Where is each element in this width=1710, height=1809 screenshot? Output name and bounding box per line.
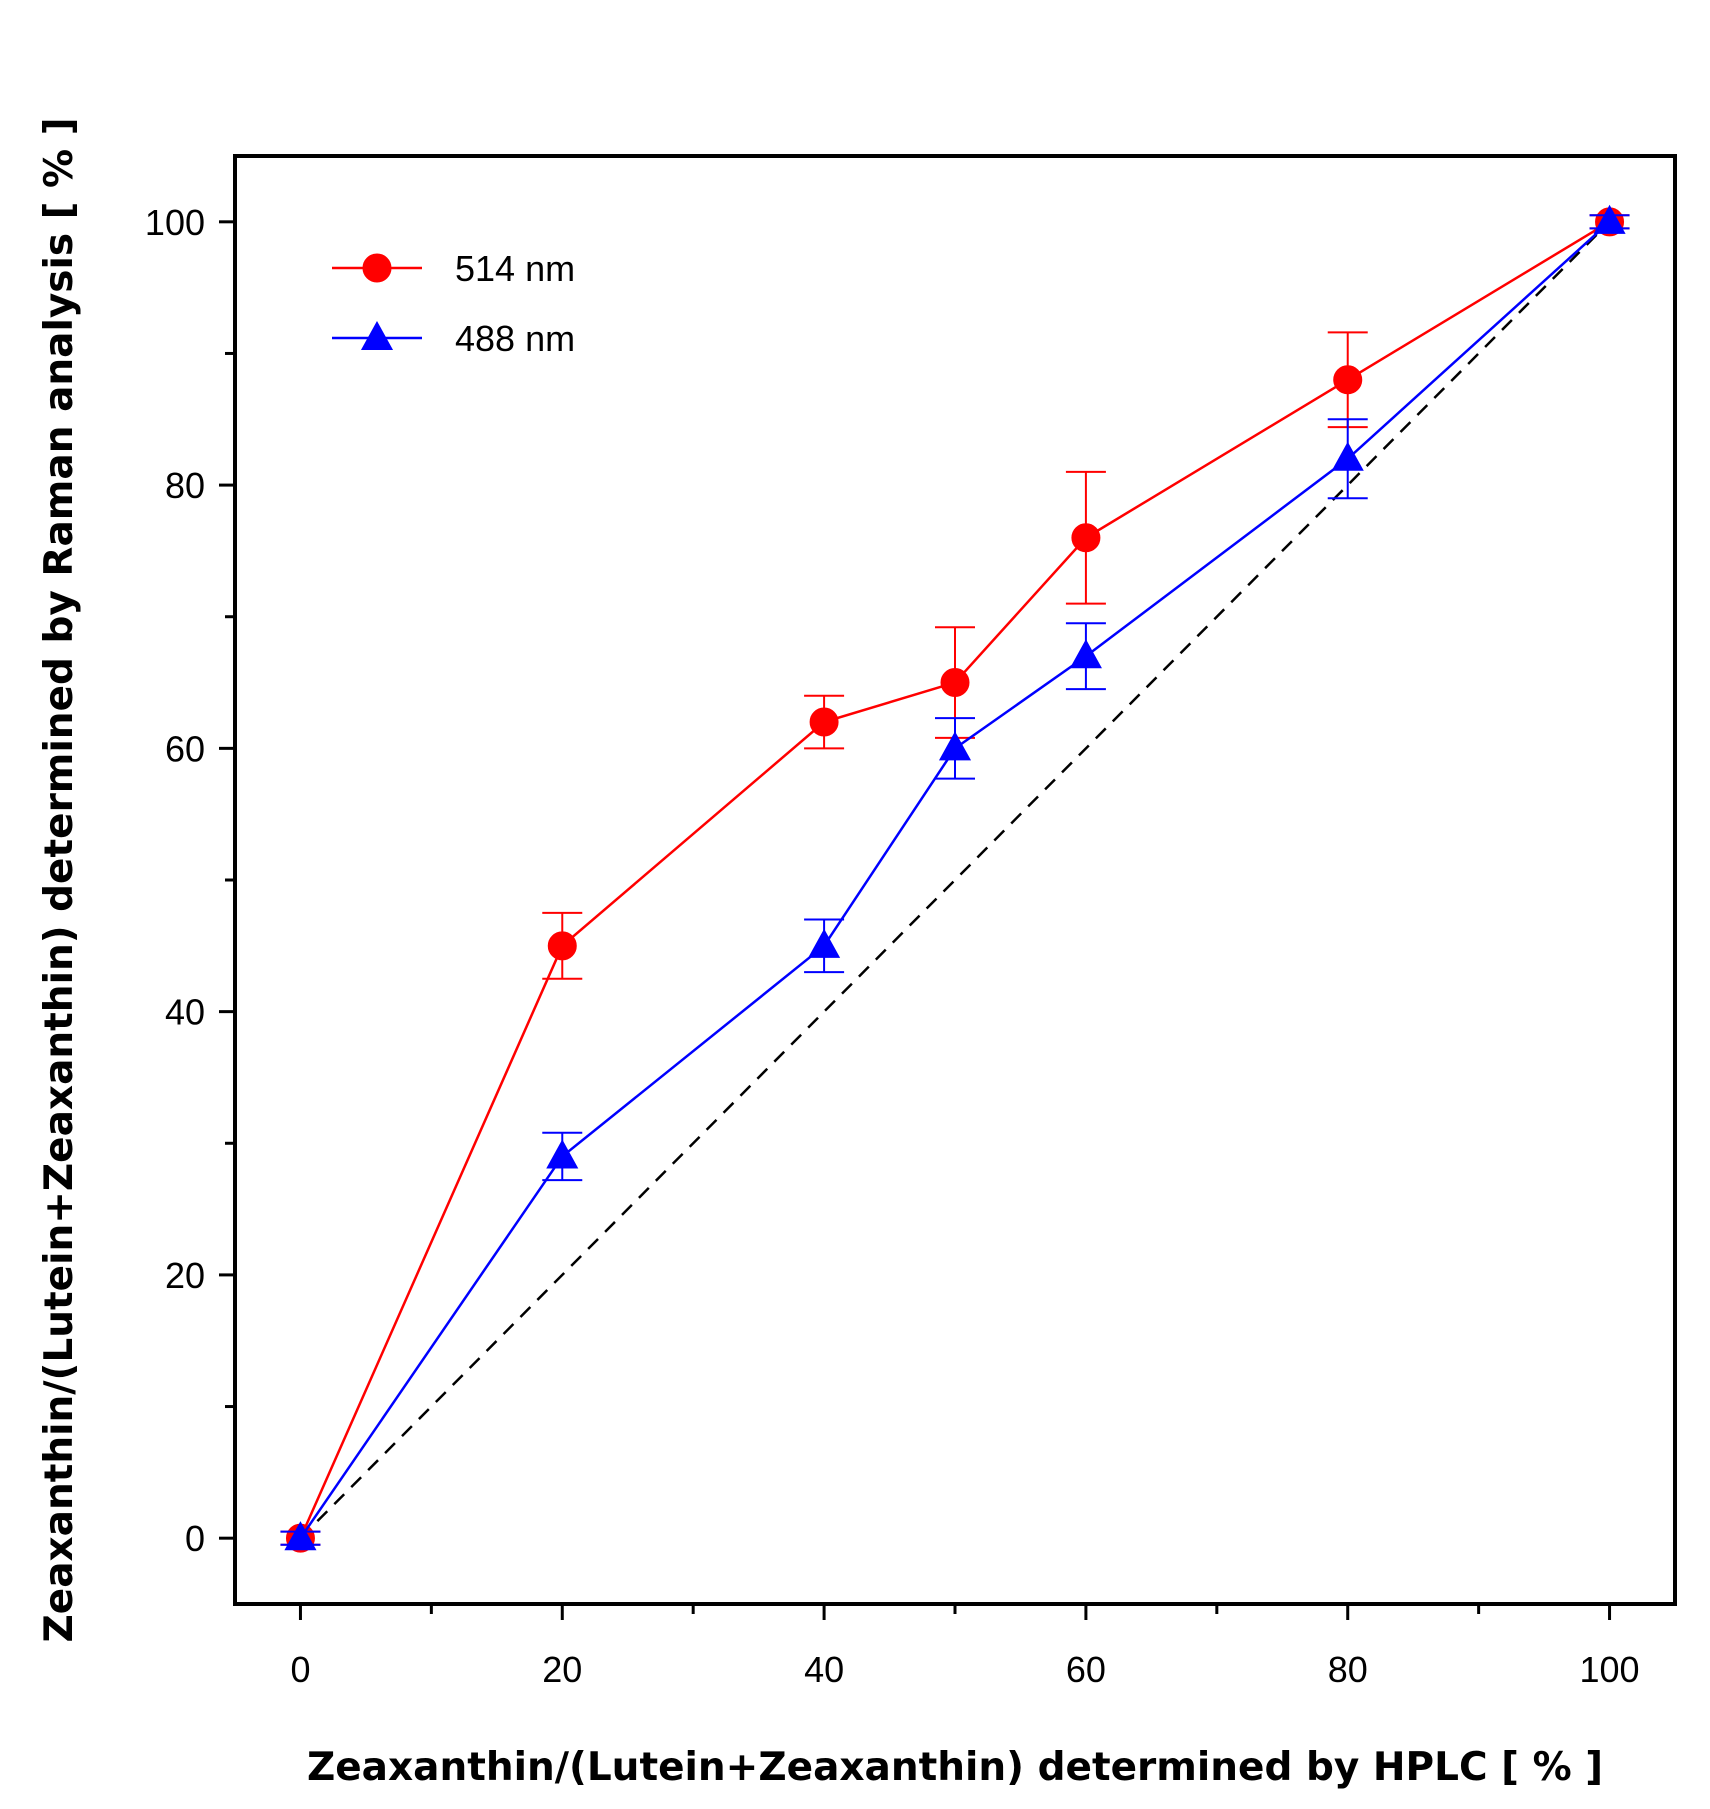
series-514-point [547, 931, 577, 961]
series-514-point [940, 668, 970, 698]
x-tick-label: 0 [290, 1649, 310, 1690]
x-tick-label: 80 [1328, 1649, 1368, 1690]
series-488-point [546, 1139, 579, 1169]
series-488-point [938, 731, 972, 761]
y-tick-label: 80 [165, 465, 205, 506]
y-axis-title: Zeaxanthin/(Lutein+Zeaxanthin) determine… [37, 117, 82, 1642]
legend-514-marker [362, 253, 392, 283]
series-514-point [809, 707, 839, 737]
y-tick-label: 20 [165, 1255, 205, 1296]
legend-488-marker [360, 320, 394, 351]
y-tick-label: 0 [185, 1518, 205, 1559]
x-tick-label: 20 [542, 1649, 582, 1690]
series-514-point [1071, 523, 1101, 553]
x-tick-label: 100 [1580, 1649, 1640, 1690]
reference-layer [299, 220, 1611, 1540]
ticks-layer: 0 20 40 60 80 100 0 20 40 60 80 100 [145, 202, 1640, 1690]
legend-488-label: 488 nm [455, 318, 575, 359]
series-514-point [1333, 365, 1363, 395]
reference-line [299, 220, 1611, 1540]
y-tick-label: 60 [165, 728, 205, 769]
y-tick-label: 100 [145, 202, 205, 243]
series-488-point [1331, 441, 1364, 471]
x-axis-title: Zeaxanthin/(Lutein+Zeaxanthin) determine… [307, 1745, 1603, 1790]
series-488-point [1593, 204, 1626, 234]
series-488 [280, 204, 1630, 1551]
x-tick-label: 40 [804, 1649, 844, 1690]
legend: 514 nm 488 nm [332, 248, 575, 359]
legend-514-label: 514 nm [455, 248, 575, 289]
x-tick-label: 60 [1066, 1649, 1106, 1690]
series-488-point [284, 1521, 317, 1551]
series-layer [280, 204, 1630, 1553]
y-tick-label: 40 [165, 992, 205, 1033]
series-514 [280, 207, 1630, 1553]
series-488-point [1069, 639, 1102, 669]
series-488-point [808, 928, 841, 958]
